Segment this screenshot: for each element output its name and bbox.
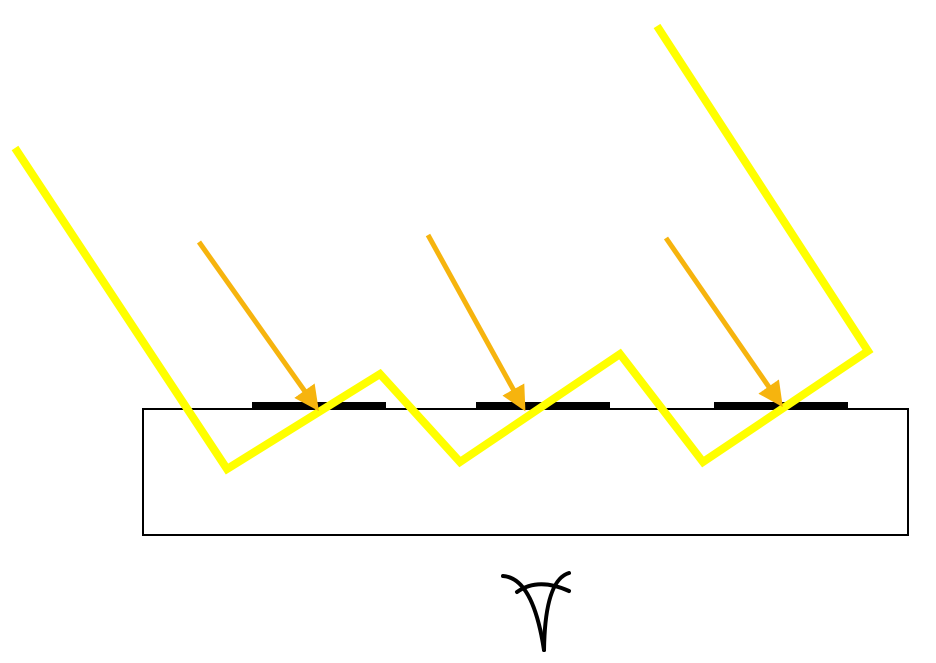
eye-icon	[501, 571, 571, 652]
incident-arrow-1	[196, 240, 319, 412]
electrode-pad-1	[252, 402, 386, 409]
zigzag-light-path	[11, 23, 874, 475]
incident-arrows	[196, 233, 783, 412]
incident-arrow-3	[663, 236, 783, 408]
incident-arrow-2	[425, 233, 526, 412]
